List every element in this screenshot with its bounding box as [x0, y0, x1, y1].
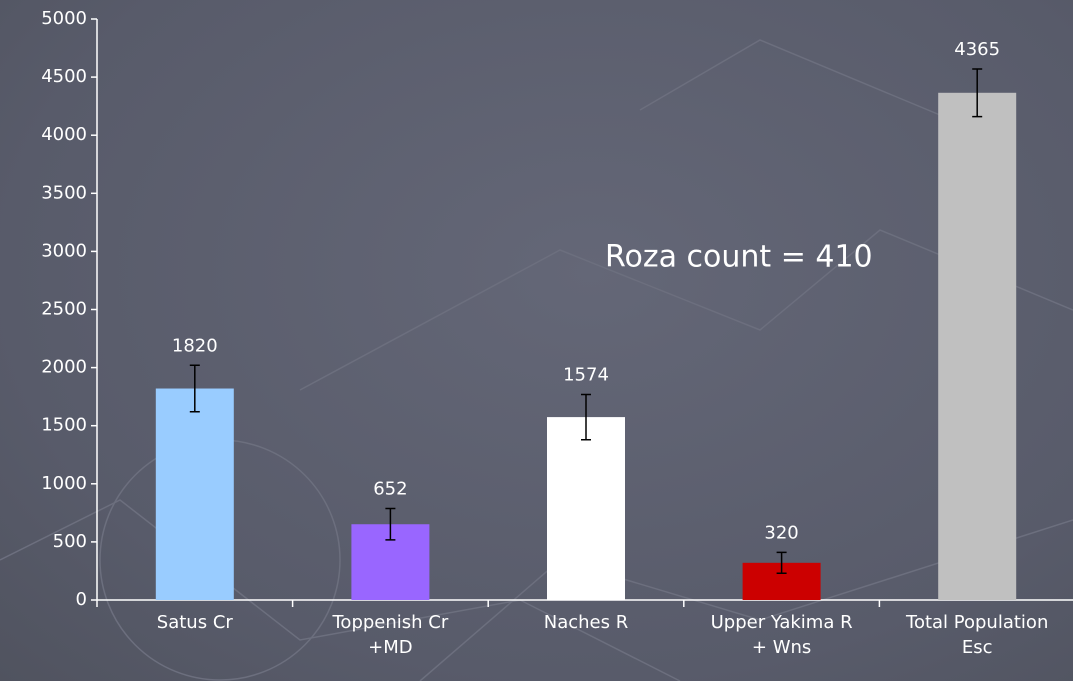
y-tick-label: 3000: [41, 240, 87, 261]
x-tick-label: Toppenish Cr +MD: [332, 612, 449, 658]
error-bar: [776, 551, 787, 575]
value-label: 4365: [954, 39, 1000, 60]
y-tick-label: 0: [76, 589, 87, 610]
error-bar: [189, 364, 200, 413]
error-bar: [385, 507, 396, 541]
value-label: 652: [373, 479, 407, 500]
x-tick-label: Upper Yakima R + Wns: [710, 612, 853, 658]
value-label: 1820: [172, 335, 218, 356]
value-label: 320: [764, 522, 798, 543]
y-tick-label: 4000: [41, 124, 87, 145]
bar: [547, 417, 625, 600]
x-tick-label: Satus Cr: [156, 612, 233, 633]
error-bar: [972, 68, 983, 118]
value-label: 1574: [563, 364, 609, 385]
y-tick-label: 2000: [41, 357, 87, 378]
y-tick-label: 4500: [41, 66, 87, 87]
y-tick-label: 5000: [41, 8, 87, 29]
bar: [155, 388, 234, 600]
x-tick-label: Total Population Esc: [906, 612, 1049, 658]
y-tick-label: 500: [53, 531, 87, 552]
bar: [938, 92, 1017, 601]
y-tick-label: 3500: [41, 182, 87, 203]
y-tick-label: 1000: [41, 473, 87, 494]
error-bar: [581, 393, 591, 441]
annotation: Roza count = 410: [605, 240, 873, 275]
y-tick-label: 1500: [41, 415, 87, 436]
y-tick-label: 2500: [41, 299, 87, 320]
x-tick-label: Naches R: [543, 612, 629, 633]
